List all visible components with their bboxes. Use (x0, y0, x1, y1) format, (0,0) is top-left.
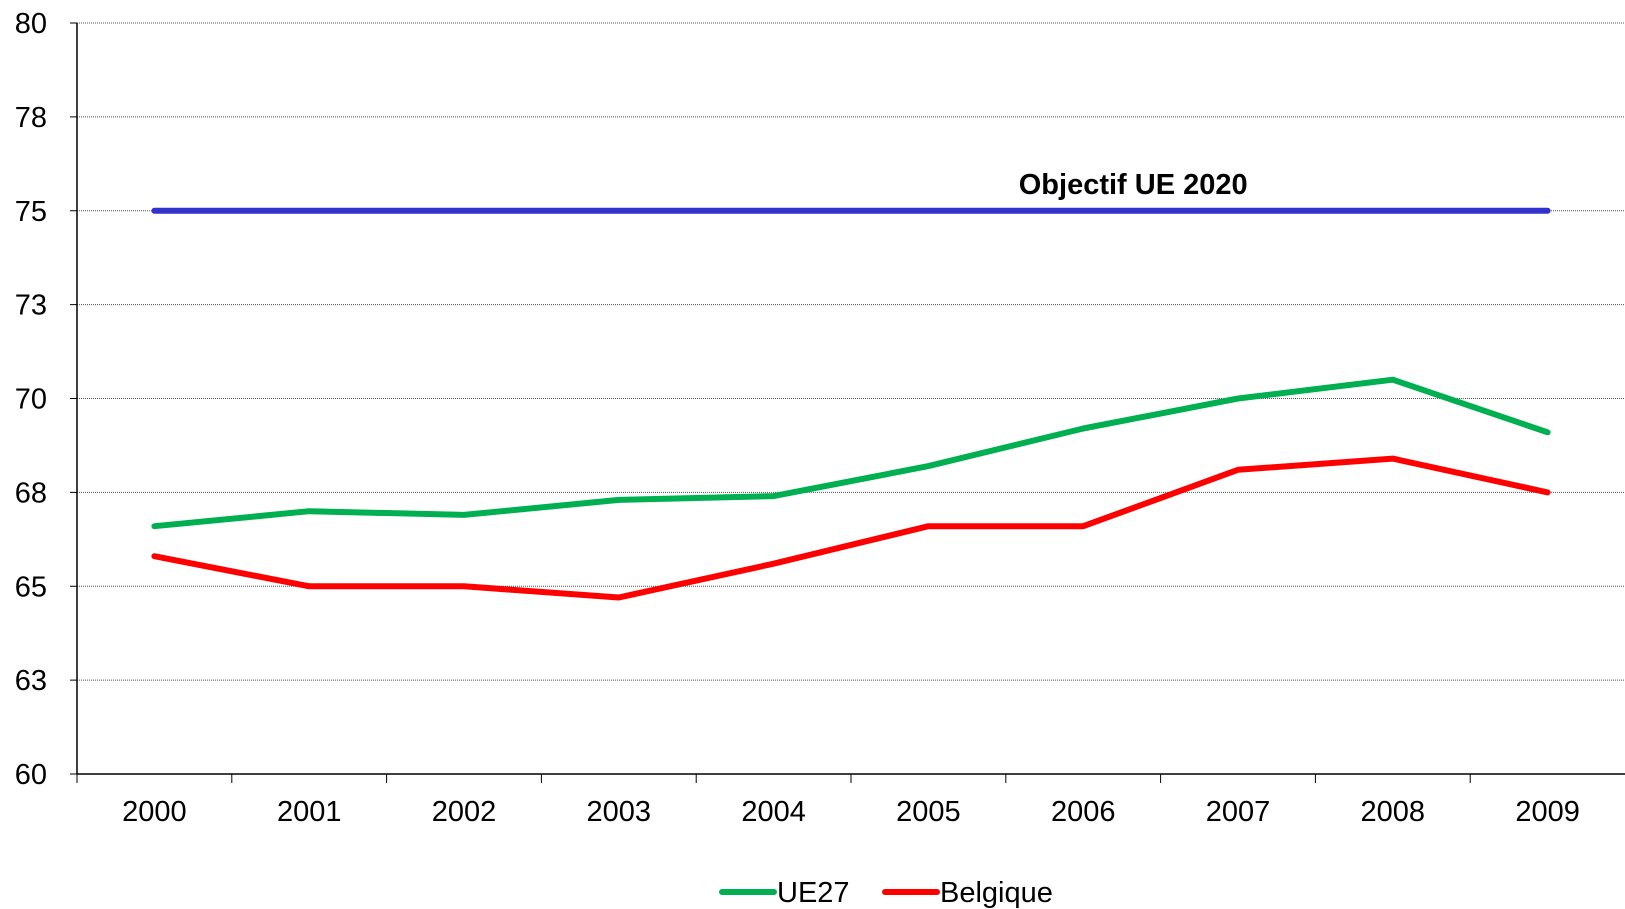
x-tick-label: 2006 (1051, 796, 1116, 828)
series-lines (151, 207, 1551, 601)
y-tick-label: 73 (15, 290, 47, 322)
x-axis-ticks: 2000 2001 2002 2003 2004 2005 2006 2007 2008 2009 (76, 774, 1580, 828)
x-tick-label: 2001 (277, 796, 342, 828)
x-tick-label: 2000 (122, 796, 187, 828)
legend: UE27 Belgique (719, 877, 1053, 909)
objectif-annotation: Objectif UE 2020 (1019, 169, 1248, 201)
x-tick-label: 2005 (896, 796, 961, 828)
belgique-series-line (151, 455, 1551, 601)
y-axis-ticks: 60 63 65 68 70 73 75 78 80 (15, 8, 77, 791)
x-tick-label: 2003 (587, 796, 652, 828)
y-tick-label: 60 (15, 759, 47, 791)
y-tick-label: 75 (15, 196, 47, 228)
x-tick-label: 2009 (1515, 796, 1580, 828)
x-tick-label: 2004 (741, 796, 806, 828)
y-tick-label: 80 (15, 8, 47, 40)
y-tick-label: 78 (15, 102, 47, 134)
y-tick-label: 63 (15, 665, 47, 697)
y-tick-label: 68 (15, 477, 47, 509)
ue27-series-line (151, 376, 1551, 530)
x-tick-label: 2002 (432, 796, 497, 828)
y-tick-label: 70 (15, 384, 47, 416)
x-tick-label: 2007 (1206, 796, 1271, 828)
legend-label-ue27: UE27 (777, 877, 850, 909)
x-tick-label: 2008 (1361, 796, 1426, 828)
y-tick-label: 65 (15, 571, 47, 603)
legend-label-belgique: Belgique (940, 877, 1053, 909)
